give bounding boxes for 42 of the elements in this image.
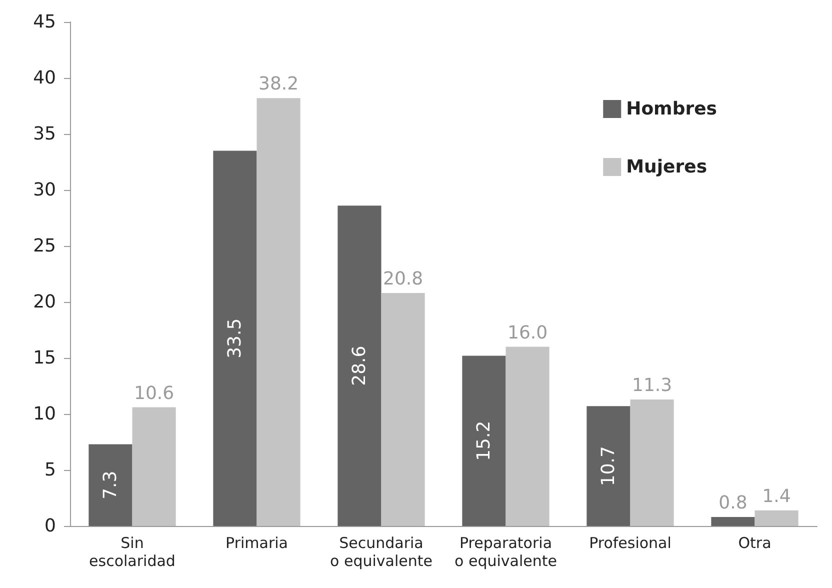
bar	[213, 150, 257, 526]
bar	[381, 293, 425, 526]
bar	[754, 510, 798, 526]
y-tick-label: 35	[33, 124, 56, 144]
bar	[88, 444, 132, 526]
bar	[630, 399, 674, 526]
data-label: 11.3	[632, 374, 672, 396]
y-tick-label: 5	[44, 460, 56, 480]
data-label: 10.7	[598, 446, 619, 486]
bar	[132, 407, 176, 526]
legend-label: Mujeres	[626, 156, 708, 178]
y-tick-label: 25	[33, 236, 56, 256]
y-tick-label: 0	[44, 516, 56, 536]
y-tick-label: 45	[33, 12, 56, 32]
bar	[462, 356, 506, 526]
bar	[506, 346, 550, 526]
data-label: 0.8	[718, 492, 748, 514]
data-label: 7.3	[100, 470, 121, 500]
data-label: 10.6	[134, 382, 174, 404]
x-tick-label: Profesional	[589, 534, 672, 552]
data-label: 1.4	[762, 486, 791, 507]
data-label: 15.2	[473, 420, 494, 461]
x-tick-label: Secundaria o equivalente	[330, 534, 432, 570]
x-tick-label: Sin escolaridad	[89, 534, 176, 570]
x-tick-label: Preparatoria o equivalente	[454, 534, 557, 570]
y-tick-label: 10	[33, 404, 56, 424]
y-tick-label: 40	[33, 68, 56, 88]
data-label: 28.6	[348, 346, 370, 386]
bar	[586, 406, 630, 526]
y-tick-label: 15	[33, 348, 56, 368]
y-tick-label: 20	[33, 292, 56, 312]
bar	[711, 517, 755, 526]
x-tick-label: Primaria	[226, 534, 288, 552]
bar	[338, 206, 382, 526]
data-label: 33.5	[224, 318, 246, 358]
legend-label: Hombres	[626, 98, 718, 120]
data-label: 16.0	[508, 322, 548, 344]
data-label: 20.8	[383, 268, 424, 290]
x-tick-label: Otra	[738, 534, 772, 552]
y-tick-label: 30	[33, 180, 56, 200]
bar	[256, 98, 300, 526]
data-label: 38.2	[258, 74, 299, 95]
